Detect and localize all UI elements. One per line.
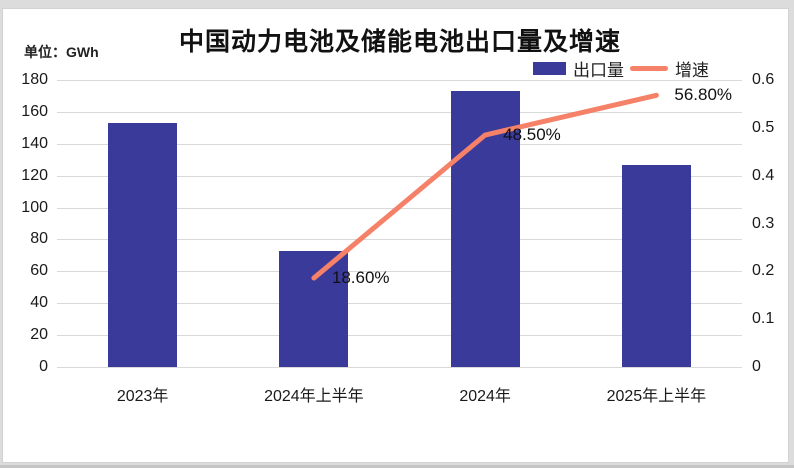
chart-title: 中国动力电池及储能电池出口量及增速 <box>178 28 621 56</box>
legend-item-export-volume: 出口量 <box>533 56 624 81</box>
unit-label: 单位：GWh <box>24 44 99 60</box>
legend-label-growth-rate: 增速 <box>675 60 709 80</box>
line-series-swatch <box>630 65 668 71</box>
legend-label-export-volume: 出口量 <box>573 60 624 80</box>
legend-item-growth-rate: 增速 <box>630 56 709 81</box>
bar-series-swatch <box>533 61 566 75</box>
legend: 出口量 增速 <box>533 56 709 81</box>
